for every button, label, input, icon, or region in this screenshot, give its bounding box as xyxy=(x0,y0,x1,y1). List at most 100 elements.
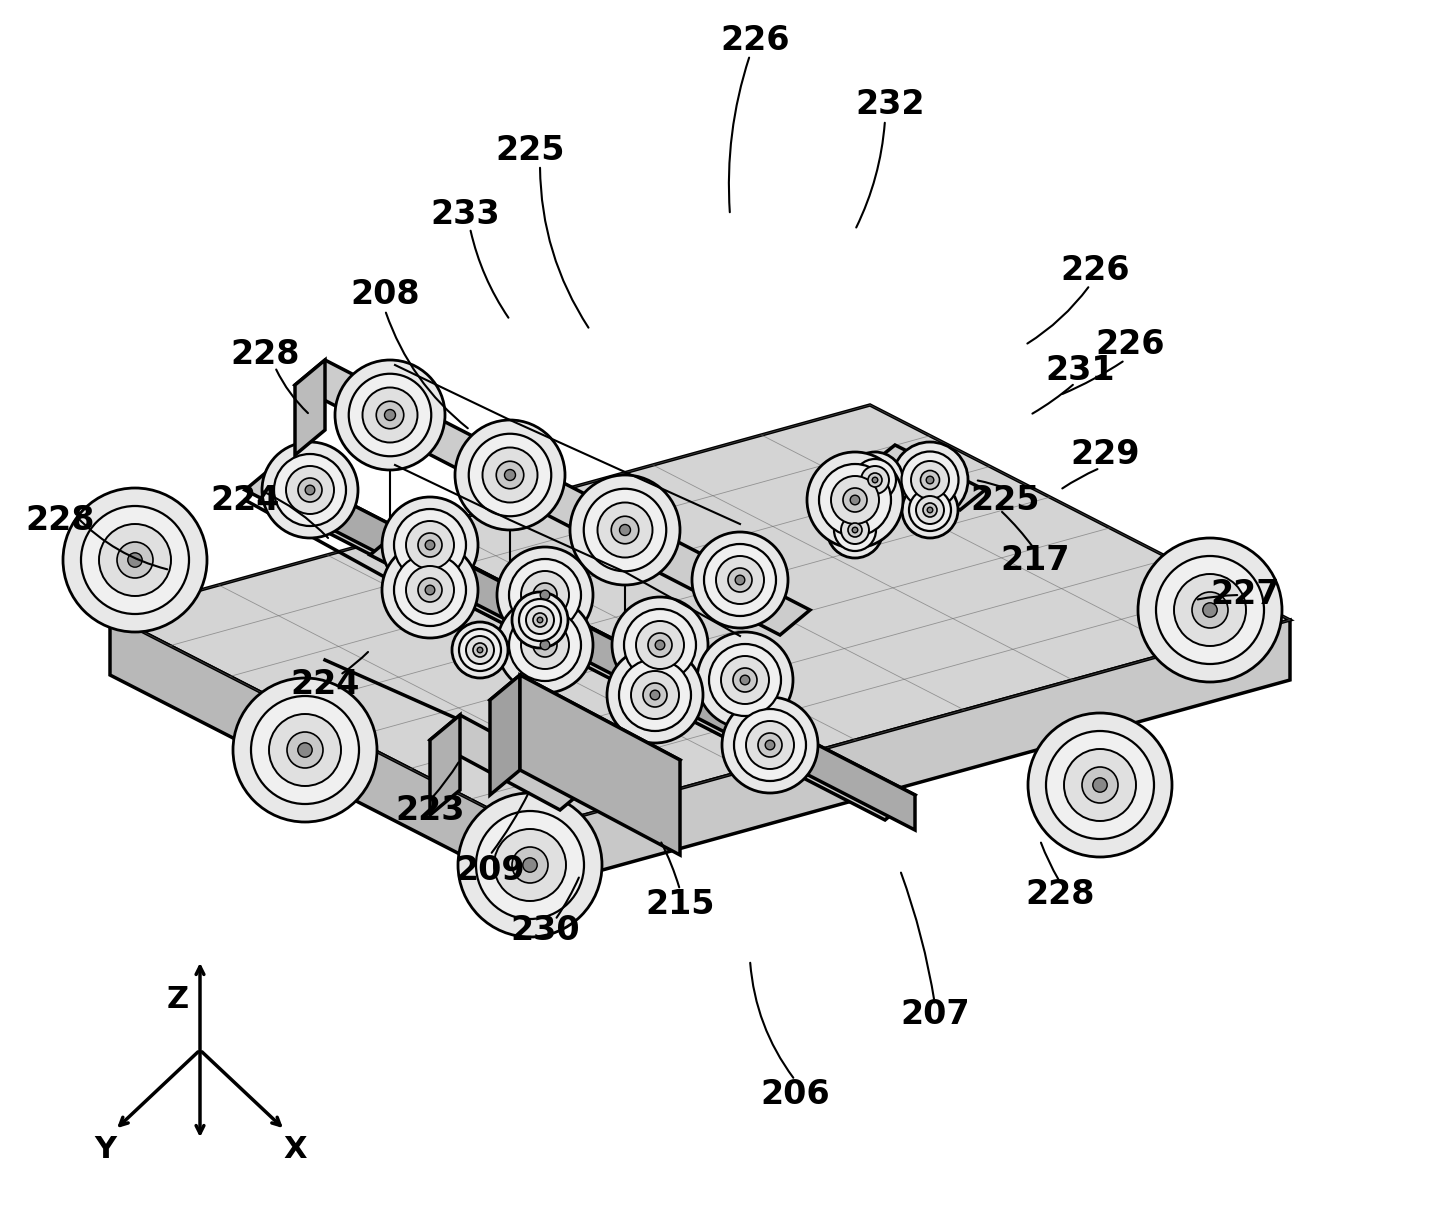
Text: 223: 223 xyxy=(395,794,465,826)
Text: 217: 217 xyxy=(1001,544,1070,576)
Circle shape xyxy=(494,829,566,901)
Circle shape xyxy=(842,488,867,512)
Circle shape xyxy=(406,567,454,614)
Text: 228: 228 xyxy=(230,338,300,372)
Circle shape xyxy=(850,495,860,505)
Circle shape xyxy=(733,668,757,692)
Circle shape xyxy=(1202,603,1217,617)
Circle shape xyxy=(612,597,708,693)
Circle shape xyxy=(854,459,896,501)
Circle shape xyxy=(418,533,442,557)
Circle shape xyxy=(376,401,403,429)
Circle shape xyxy=(298,743,312,757)
Circle shape xyxy=(920,470,939,489)
Circle shape xyxy=(916,496,945,524)
Circle shape xyxy=(757,733,782,757)
Circle shape xyxy=(526,606,554,634)
Circle shape xyxy=(697,632,793,728)
Circle shape xyxy=(513,592,567,647)
Circle shape xyxy=(765,741,775,750)
Circle shape xyxy=(834,509,876,551)
Circle shape xyxy=(651,690,660,699)
Circle shape xyxy=(806,452,903,548)
Circle shape xyxy=(598,503,652,558)
Circle shape xyxy=(746,721,793,769)
Circle shape xyxy=(868,474,881,487)
Polygon shape xyxy=(431,715,590,811)
Polygon shape xyxy=(490,675,520,795)
Circle shape xyxy=(269,714,341,786)
Circle shape xyxy=(636,621,684,669)
Circle shape xyxy=(382,542,478,638)
Text: 224: 224 xyxy=(210,483,279,517)
Circle shape xyxy=(418,577,442,602)
Circle shape xyxy=(1028,713,1172,856)
Circle shape xyxy=(425,540,435,550)
Circle shape xyxy=(533,583,557,606)
Polygon shape xyxy=(400,530,914,830)
Circle shape xyxy=(1064,749,1136,821)
Text: 232: 232 xyxy=(855,88,924,122)
Circle shape xyxy=(81,506,189,614)
Circle shape xyxy=(305,486,315,495)
Text: 226: 226 xyxy=(1096,329,1165,361)
Circle shape xyxy=(926,476,933,483)
Circle shape xyxy=(611,516,639,544)
Circle shape xyxy=(847,452,903,509)
Circle shape xyxy=(648,633,672,657)
Text: 228: 228 xyxy=(26,504,95,536)
Circle shape xyxy=(819,464,891,536)
Text: Z: Z xyxy=(167,986,189,1015)
Text: 225: 225 xyxy=(495,134,564,167)
Circle shape xyxy=(1192,592,1228,628)
Circle shape xyxy=(497,547,593,643)
Circle shape xyxy=(128,553,143,568)
Text: 208: 208 xyxy=(350,279,420,312)
Circle shape xyxy=(923,503,937,517)
Circle shape xyxy=(619,524,631,535)
Circle shape xyxy=(287,466,334,513)
Circle shape xyxy=(382,496,478,593)
Polygon shape xyxy=(370,530,914,820)
Circle shape xyxy=(533,633,557,657)
Circle shape xyxy=(348,373,431,457)
Text: 225: 225 xyxy=(971,483,1040,517)
Circle shape xyxy=(477,647,482,652)
Circle shape xyxy=(533,612,547,627)
Circle shape xyxy=(891,442,968,518)
Circle shape xyxy=(583,489,667,571)
Circle shape xyxy=(693,532,788,628)
Polygon shape xyxy=(275,465,791,765)
Text: 228: 228 xyxy=(1025,878,1094,912)
Circle shape xyxy=(508,609,580,681)
Circle shape xyxy=(740,675,750,685)
Circle shape xyxy=(1045,731,1153,840)
Circle shape xyxy=(619,660,691,731)
Circle shape xyxy=(631,670,680,719)
Circle shape xyxy=(233,678,377,821)
Circle shape xyxy=(63,488,207,632)
Circle shape xyxy=(518,599,562,641)
Circle shape xyxy=(274,454,346,525)
Text: 215: 215 xyxy=(645,889,714,922)
Circle shape xyxy=(395,554,467,626)
Polygon shape xyxy=(295,360,325,455)
Text: 231: 231 xyxy=(1045,354,1115,387)
Polygon shape xyxy=(431,715,459,815)
Circle shape xyxy=(513,847,549,883)
Polygon shape xyxy=(490,675,680,785)
Text: X: X xyxy=(284,1136,307,1165)
Circle shape xyxy=(655,640,665,650)
Circle shape xyxy=(608,647,703,743)
Polygon shape xyxy=(109,405,1290,830)
Circle shape xyxy=(736,575,744,585)
Circle shape xyxy=(262,442,359,538)
Circle shape xyxy=(99,524,171,596)
Polygon shape xyxy=(245,465,791,755)
Circle shape xyxy=(467,635,494,664)
Circle shape xyxy=(251,696,359,805)
Circle shape xyxy=(704,544,776,616)
Text: 233: 233 xyxy=(431,198,500,232)
Text: 224: 224 xyxy=(291,668,360,702)
Circle shape xyxy=(708,644,780,716)
